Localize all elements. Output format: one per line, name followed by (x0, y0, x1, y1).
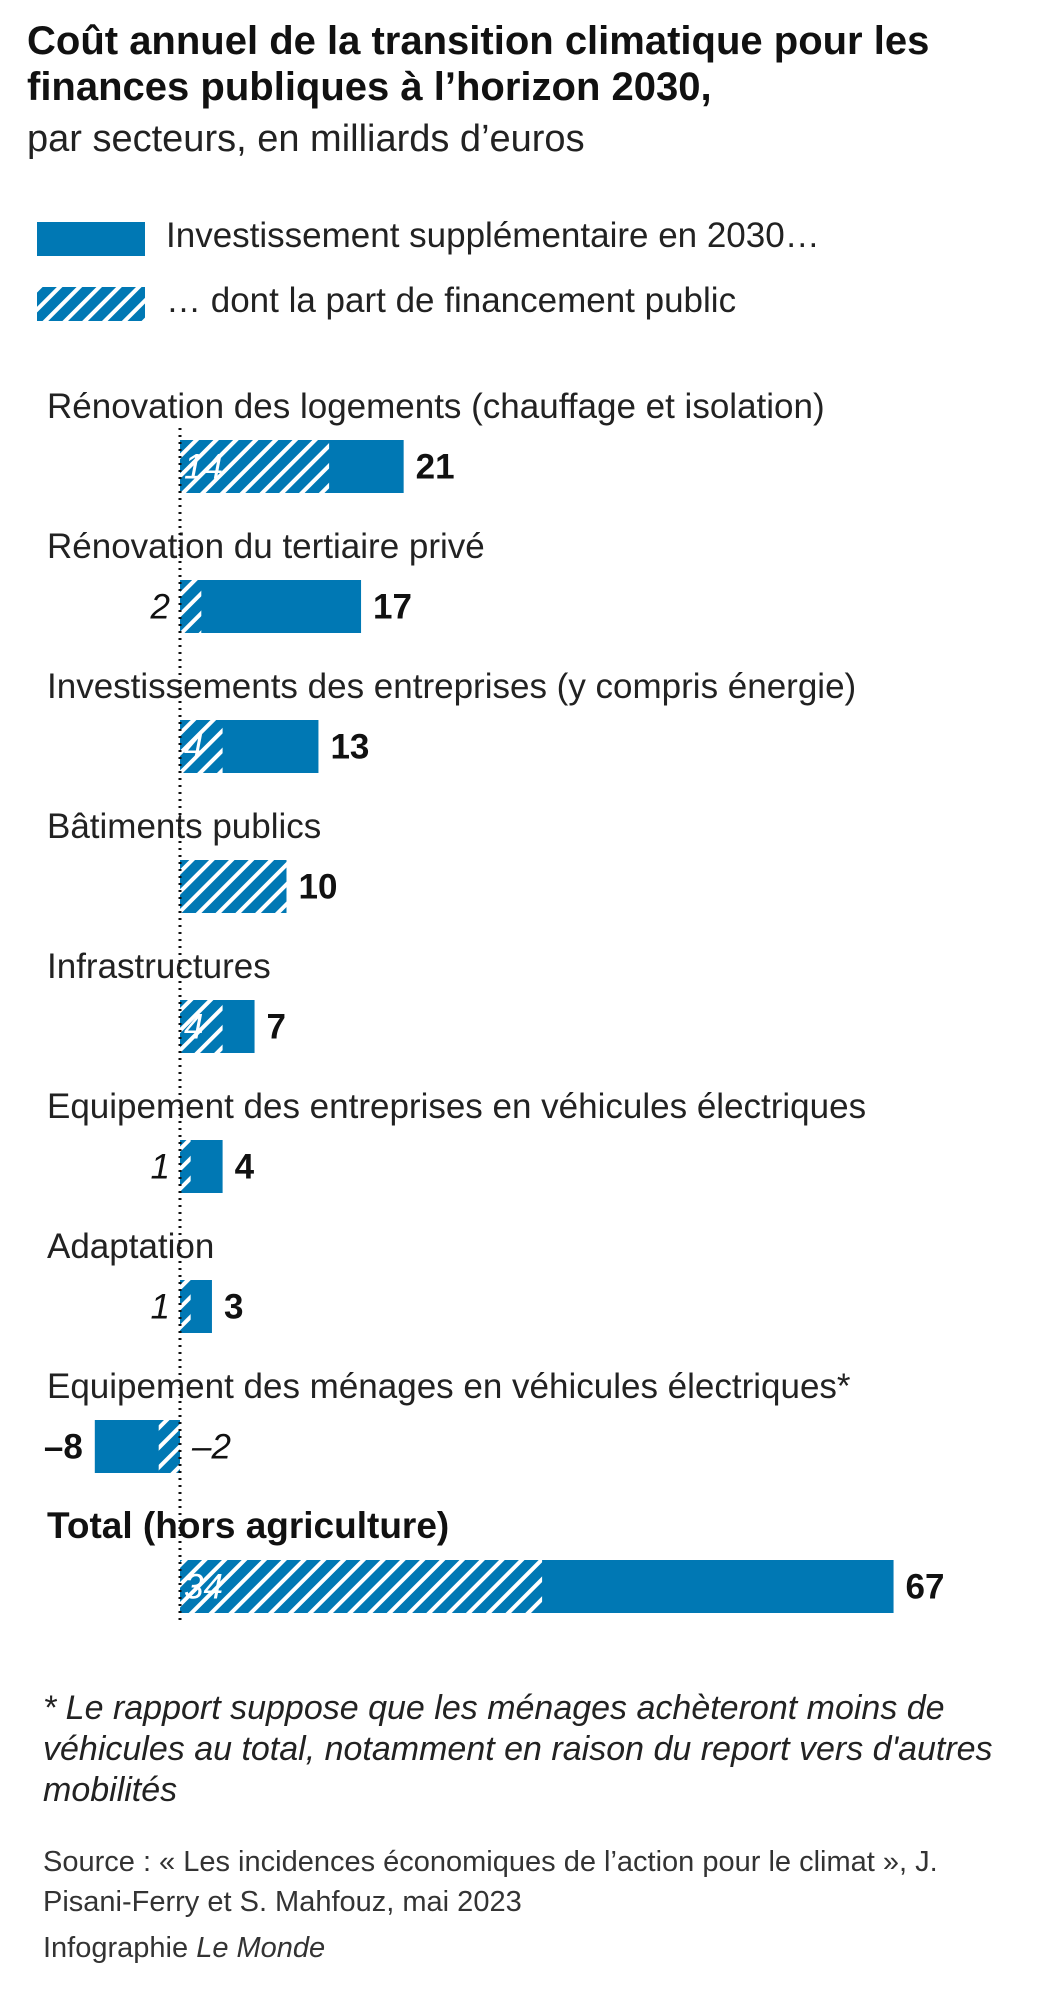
value-label-public: 4 (184, 1008, 203, 1047)
footnote: * Le rapport suppose que les ménages ach… (43, 1689, 993, 1809)
category-label: Total (hors agriculture) (47, 1505, 449, 1546)
category-label: Rénovation des logements (chauffage et i… (47, 387, 825, 426)
bar-group: Total (hors agriculture) 67 34 (47, 1505, 944, 1613)
value-label-public: 1 (151, 1288, 170, 1327)
category-label: Bâtiments publics (47, 807, 321, 846)
bar-chart: Rénovation des logements (chauffage et i… (44, 387, 944, 1621)
bar-public-share (180, 860, 287, 913)
value-label-total: 3 (224, 1288, 243, 1327)
chart-title: Coût annuel de la transition climatique … (27, 19, 930, 109)
category-label: Rénovation du tertiaire privé (47, 527, 485, 566)
legend-label-public: … dont la part de financement public (166, 281, 737, 320)
bar-group: Rénovation des logements (chauffage et i… (47, 387, 825, 493)
bar-group: Equipement des entreprises en véhicules … (47, 1087, 866, 1193)
bar-total (180, 580, 362, 633)
category-label: Investissements des entreprises (y compr… (47, 667, 856, 706)
legend-swatch-solid (37, 222, 145, 256)
value-label-public: –2 (191, 1428, 231, 1467)
value-label-public: 2 (150, 588, 170, 627)
value-label-total: 10 (299, 868, 338, 907)
bar-public-share (180, 1000, 223, 1053)
bar-group: Investissements des entreprises (y compr… (47, 667, 856, 773)
value-label-total: 17 (373, 588, 412, 627)
bar-public-share (180, 720, 223, 773)
bar-group: Equipement des ménages en véhicules élec… (44, 1367, 851, 1473)
category-label: Infrastructures (47, 947, 271, 986)
value-label-public: 34 (184, 1568, 223, 1607)
bar-public-share (180, 580, 202, 633)
legend-label-total: Investissement supplémentaire en 2030… (166, 216, 820, 255)
value-label-total: 67 (906, 1568, 945, 1607)
bar-public-share (180, 1140, 191, 1193)
credit: Infographie Le Monde (43, 1928, 325, 1968)
bar-public-share (180, 440, 330, 493)
value-label-public: 4 (184, 728, 203, 767)
value-label-public: 14 (184, 448, 223, 487)
category-label: Adaptation (47, 1227, 214, 1266)
bar-public-share (180, 1280, 191, 1333)
bar-group: Infrastructures 7 4 (47, 947, 286, 1053)
value-label-public: 1 (151, 1148, 170, 1187)
bar-public-share (180, 1560, 543, 1613)
source-note: Source : « Les incidences économiques de… (43, 1846, 938, 1918)
chart-subtitle: par secteurs, en milliards d’euros (27, 118, 585, 160)
credit-brand: Le Monde (196, 1932, 326, 1964)
bar-group: Bâtiments publics 10 (47, 807, 337, 913)
bar-public-share (158, 1420, 180, 1473)
value-label-total: 4 (235, 1148, 255, 1187)
bar-group: Rénovation du tertiaire privé 17 2 (47, 527, 485, 633)
category-label: Equipement des entreprises en véhicules … (47, 1087, 866, 1126)
legend-swatch-hatched (37, 287, 145, 321)
category-label: Equipement des ménages en véhicules élec… (47, 1367, 851, 1406)
value-label-total: 7 (267, 1008, 286, 1047)
credit-prefix: Infographie (43, 1932, 189, 1964)
value-label-total: 21 (416, 448, 455, 487)
bar-group: Adaptation 3 1 (47, 1227, 243, 1333)
value-label-total: –8 (44, 1428, 83, 1467)
bars-layer: Rénovation des logements (chauffage et i… (44, 387, 944, 1613)
value-label-total: 13 (330, 728, 369, 767)
